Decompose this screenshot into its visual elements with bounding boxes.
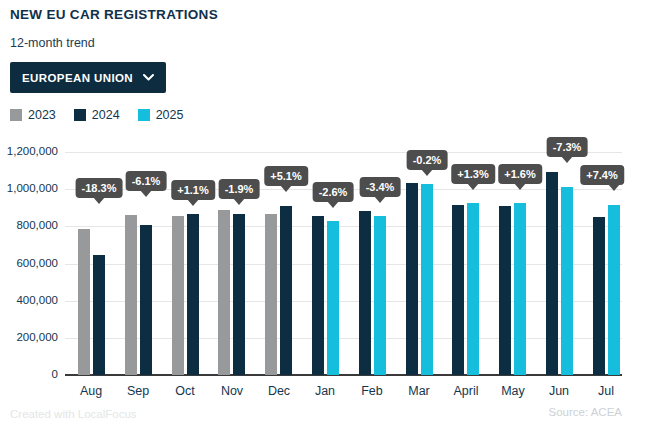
change-tooltip-label: +5.1% (264, 166, 308, 186)
bar-2023-oct[interactable] (172, 216, 184, 375)
tooltip-pointer-icon (608, 184, 620, 191)
tooltip-pointer-icon (93, 197, 105, 204)
y-axis-tick-label: 200,000 (0, 331, 58, 343)
change-tooltip-label: -2.6% (313, 182, 354, 202)
change-tooltip-label: +1.1% (171, 180, 215, 200)
change-tooltip-label: -3.4% (360, 177, 401, 197)
tooltip-pointer-icon (233, 198, 245, 205)
change-tooltip-label: -6.1% (126, 171, 167, 191)
bar-2025-mar[interactable] (421, 184, 433, 375)
tooltip-pointer-icon (140, 190, 152, 197)
change-tooltip-label: -0.2% (407, 150, 448, 170)
tooltip-pointer-icon (280, 185, 292, 192)
credit-text: Created with LocalFocus (10, 408, 137, 420)
x-axis-label: Nov (208, 384, 256, 398)
bar-2025-jul[interactable] (608, 205, 620, 375)
x-axis-label: Jun (535, 384, 583, 398)
y-axis-tick-label: 800,000 (0, 219, 58, 231)
change-tooltip-label: +1.6% (498, 164, 542, 184)
source-text: Source: ACEA (548, 406, 622, 418)
x-axis-label: Dec (255, 384, 303, 398)
x-axis-label: Aug (67, 384, 115, 398)
bar-2024-oct[interactable] (187, 214, 199, 375)
bar-2025-april[interactable] (467, 203, 479, 375)
bar-2023-sep[interactable] (125, 215, 137, 375)
x-axis-label: May (489, 384, 537, 398)
change-tooltip-label: +7.4% (580, 165, 624, 185)
bar-2023-aug[interactable] (78, 229, 90, 375)
bar-2024-jul[interactable] (593, 217, 605, 375)
bar-2025-jun[interactable] (561, 187, 573, 375)
y-axis-tick-label: 600,000 (0, 257, 58, 269)
bar-2024-dec[interactable] (280, 206, 292, 375)
y-axis-tick-label: 0 (0, 368, 58, 380)
x-axis-label: April (442, 384, 490, 398)
bar-2024-feb[interactable] (359, 211, 371, 375)
bar-2024-jun[interactable] (546, 172, 558, 375)
bar-2024-mar[interactable] (406, 183, 418, 375)
change-tooltip-label: -1.9% (219, 179, 260, 199)
change-tooltip-label: -7.3% (547, 137, 588, 157)
x-axis-label: Jul (582, 384, 630, 398)
chart-card: NEW EU CAR REGISTRATIONS 12-month trend … (0, 0, 660, 433)
y-axis-tick-label: 400,000 (0, 294, 58, 306)
y-axis-tick-label: 1,000,000 (0, 182, 58, 194)
gridline (65, 152, 622, 153)
bar-2024-aug[interactable] (93, 255, 105, 375)
bar-2024-may[interactable] (499, 206, 511, 375)
change-tooltip: -7.3% (567, 137, 608, 157)
bar-2023-dec[interactable] (265, 214, 277, 375)
x-axis-label: Mar (395, 384, 443, 398)
tooltip-pointer-icon (467, 183, 479, 190)
x-axis-label: Oct (161, 384, 209, 398)
tooltip-pointer-icon (374, 196, 386, 203)
tooltip-pointer-icon (561, 156, 573, 163)
x-axis-label: Sep (114, 384, 162, 398)
bar-2024-april[interactable] (452, 205, 464, 375)
bar-2025-feb[interactable] (374, 216, 386, 375)
change-tooltip-label: +1.3% (451, 164, 495, 184)
x-axis-label: Feb (348, 384, 396, 398)
x-axis-label: Jan (301, 384, 349, 398)
bar-2024-sep[interactable] (140, 225, 152, 375)
bar-2024-jan[interactable] (312, 216, 324, 375)
tooltip-pointer-icon (421, 169, 433, 176)
bar-chart: 0 200,000 400,000 600,000 800,000 1,000,000 1,… (0, 0, 660, 433)
tooltip-pointer-icon (514, 183, 526, 190)
change-tooltip-label: -18.3% (76, 178, 123, 198)
change-tooltip: +7.4% (614, 165, 658, 185)
bar-2023-nov[interactable] (218, 210, 230, 375)
tooltip-pointer-icon (327, 201, 339, 208)
bar-2025-may[interactable] (514, 203, 526, 375)
y-axis-tick-label: 1,200,000 (0, 145, 58, 157)
bar-2025-jan[interactable] (327, 221, 339, 375)
tooltip-pointer-icon (187, 199, 199, 206)
bar-2024-nov[interactable] (233, 214, 245, 375)
